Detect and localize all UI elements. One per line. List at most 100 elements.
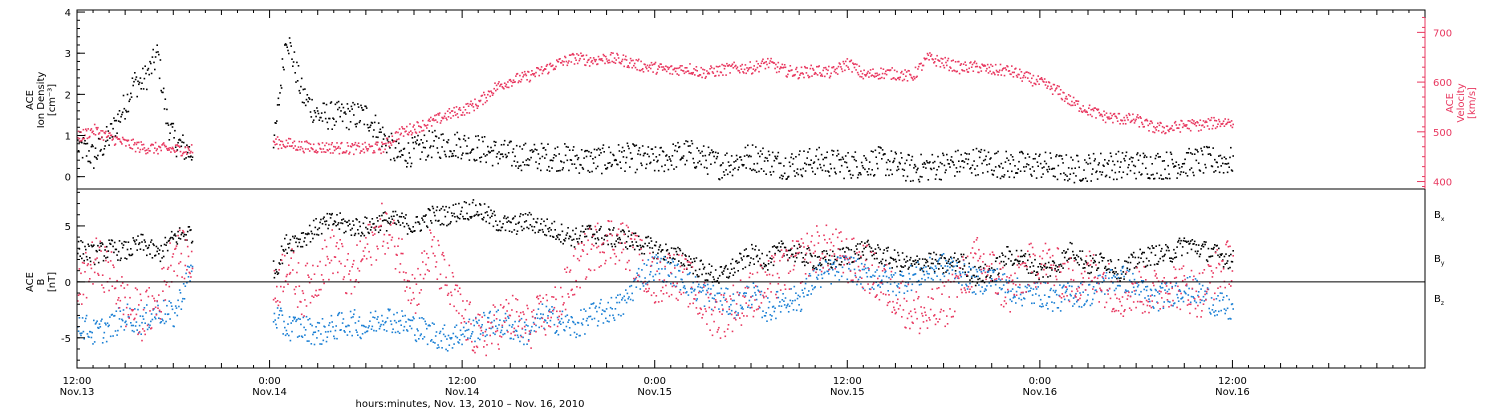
density-point	[621, 146, 624, 149]
bx-point	[768, 250, 771, 253]
velocity-point	[1088, 107, 1090, 109]
bx-point	[960, 253, 962, 256]
bx-point	[175, 241, 178, 243]
velocity-point	[849, 60, 852, 63]
density-point	[621, 151, 623, 153]
density-point	[119, 121, 122, 123]
density-point	[391, 139, 394, 141]
density-point	[1216, 161, 1218, 164]
density-point	[1035, 177, 1038, 179]
by-point	[527, 325, 529, 327]
bx-point	[639, 244, 642, 247]
bx-point	[665, 243, 667, 246]
bx-point	[82, 253, 85, 255]
bx-point	[982, 279, 984, 282]
density-point	[704, 154, 707, 157]
velocity-point	[338, 152, 341, 155]
bx-point	[173, 234, 175, 237]
bx-point	[1023, 255, 1026, 258]
density-point	[1088, 154, 1090, 156]
by-point	[581, 324, 584, 326]
bx-point	[613, 227, 615, 229]
by-point	[739, 292, 741, 294]
velocity-point	[609, 54, 612, 56]
velocity-point	[996, 71, 999, 73]
by-point	[138, 324, 141, 327]
by-point	[636, 272, 638, 274]
by-point	[904, 284, 906, 287]
bx-point	[117, 259, 119, 261]
bx-point	[709, 273, 711, 276]
velocity-point	[1157, 130, 1160, 132]
velocity-point	[747, 70, 749, 72]
bx-point	[1154, 254, 1157, 256]
density-point	[420, 139, 422, 141]
bx-point	[529, 224, 532, 226]
velocity-point	[363, 151, 366, 154]
density-point	[699, 152, 702, 154]
by-point	[460, 334, 463, 336]
bx-point	[555, 238, 557, 240]
density-point	[163, 108, 166, 110]
bx-point	[915, 261, 918, 264]
density-point	[1117, 150, 1120, 153]
by-point	[329, 330, 332, 333]
bx-point	[1088, 264, 1090, 267]
velocity-point	[1092, 108, 1094, 110]
bx-point	[1049, 275, 1052, 277]
velocity-point	[430, 116, 432, 119]
by-point	[881, 279, 883, 282]
density-point	[1004, 161, 1007, 163]
bx-point	[458, 202, 460, 205]
velocity-point	[560, 62, 563, 64]
bx-point	[614, 245, 617, 248]
bx-point	[775, 246, 777, 248]
by-point	[333, 337, 336, 340]
by-point	[159, 322, 162, 324]
density-point	[548, 170, 551, 172]
density-point	[528, 159, 531, 161]
velocity-point	[1190, 121, 1193, 124]
bx-point	[905, 255, 908, 258]
bx-point	[414, 230, 416, 232]
velocity-point	[656, 71, 658, 74]
by-point	[920, 283, 922, 286]
by-point	[597, 320, 600, 322]
by-point	[377, 321, 380, 324]
velocity-point	[1029, 72, 1031, 75]
density-point	[419, 158, 422, 160]
velocity-point	[371, 145, 374, 147]
by-point	[154, 316, 156, 318]
bx-point	[1158, 244, 1161, 247]
density-point	[280, 84, 282, 87]
bx-point	[588, 226, 591, 228]
density-point	[593, 148, 596, 151]
density-point	[592, 162, 595, 164]
density-point	[500, 144, 503, 146]
bx-point	[812, 265, 815, 267]
velocity-point	[769, 60, 772, 62]
by-point	[169, 318, 171, 320]
density-point	[829, 163, 832, 165]
by-point	[191, 265, 194, 268]
bx-point	[674, 258, 676, 260]
bx-point	[629, 245, 632, 247]
by-point	[605, 308, 608, 310]
density-point	[938, 178, 941, 181]
velocity-point	[548, 71, 550, 74]
bx-point	[369, 221, 371, 223]
density-point	[954, 150, 957, 153]
density-point	[321, 120, 324, 122]
density-point	[302, 88, 305, 91]
density-point	[732, 168, 735, 171]
bx-point	[165, 244, 167, 246]
density-point	[675, 166, 678, 168]
bx-point	[274, 272, 276, 275]
density-point	[1092, 168, 1094, 170]
bx-point	[732, 274, 735, 276]
by-point	[392, 328, 394, 330]
bx-point	[562, 242, 564, 245]
velocity-point	[949, 66, 951, 68]
bx-point	[1170, 257, 1173, 259]
velocity-point	[780, 66, 783, 69]
